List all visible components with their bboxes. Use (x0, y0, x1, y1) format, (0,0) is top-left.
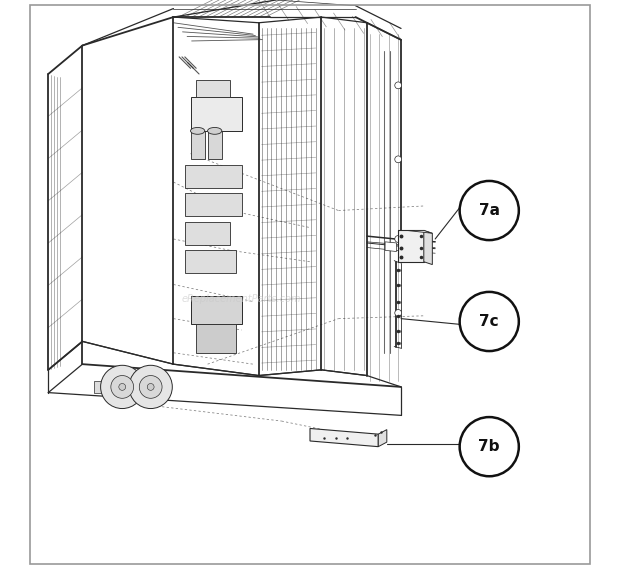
Text: 7a: 7a (479, 203, 500, 218)
Polygon shape (208, 131, 222, 159)
Polygon shape (190, 97, 242, 131)
Polygon shape (185, 193, 242, 216)
Ellipse shape (190, 127, 205, 134)
Polygon shape (185, 222, 231, 245)
Polygon shape (378, 430, 387, 447)
Polygon shape (185, 165, 242, 188)
Polygon shape (385, 242, 396, 251)
Polygon shape (190, 296, 242, 324)
Circle shape (148, 384, 154, 390)
Circle shape (395, 236, 402, 242)
Polygon shape (94, 381, 117, 393)
Polygon shape (398, 230, 432, 233)
Polygon shape (190, 131, 205, 159)
Circle shape (459, 417, 519, 476)
Polygon shape (398, 230, 424, 262)
Text: eReplacementParts.com: eReplacementParts.com (182, 294, 301, 304)
Text: 7b: 7b (479, 439, 500, 454)
Circle shape (140, 376, 162, 398)
Circle shape (111, 376, 134, 398)
Circle shape (395, 82, 402, 89)
Circle shape (129, 365, 172, 409)
Circle shape (119, 384, 126, 390)
Ellipse shape (208, 127, 222, 134)
Polygon shape (122, 381, 145, 393)
Circle shape (459, 181, 519, 240)
Polygon shape (185, 250, 236, 273)
Polygon shape (196, 324, 236, 353)
Polygon shape (310, 428, 378, 447)
Circle shape (459, 292, 519, 351)
Circle shape (395, 310, 402, 316)
Polygon shape (196, 80, 231, 97)
Circle shape (100, 365, 144, 409)
Polygon shape (424, 230, 432, 265)
Circle shape (395, 156, 402, 163)
Text: 7c: 7c (479, 314, 499, 329)
